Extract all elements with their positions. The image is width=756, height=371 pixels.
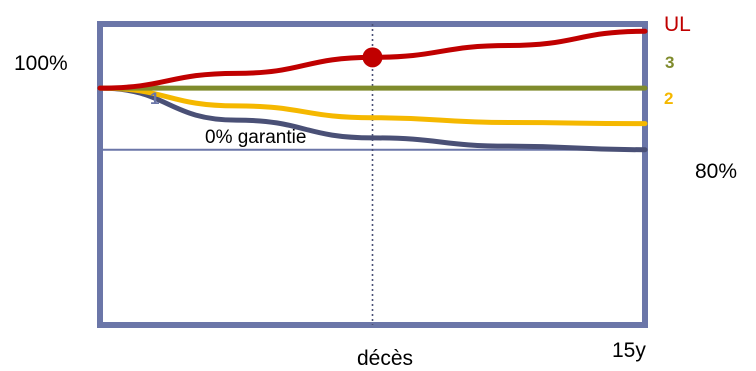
series-label-3: 3 bbox=[665, 53, 674, 72]
y-tick-100: 100% bbox=[14, 52, 68, 75]
x-tick-15y: 15y bbox=[612, 339, 646, 362]
series-line-2 bbox=[97, 85, 648, 127]
series-group bbox=[97, 28, 648, 153]
series-label-2: 2 bbox=[664, 89, 673, 108]
guarantee-label: 0% garantie bbox=[205, 127, 306, 148]
series-label-ul: UL bbox=[664, 13, 691, 36]
x-tick-deces: décès bbox=[357, 347, 413, 370]
y-tick-80: 80% bbox=[695, 160, 737, 183]
death-point-marker bbox=[362, 47, 383, 68]
series-label-1: 1 bbox=[150, 89, 159, 108]
series-line-1 bbox=[97, 85, 648, 153]
